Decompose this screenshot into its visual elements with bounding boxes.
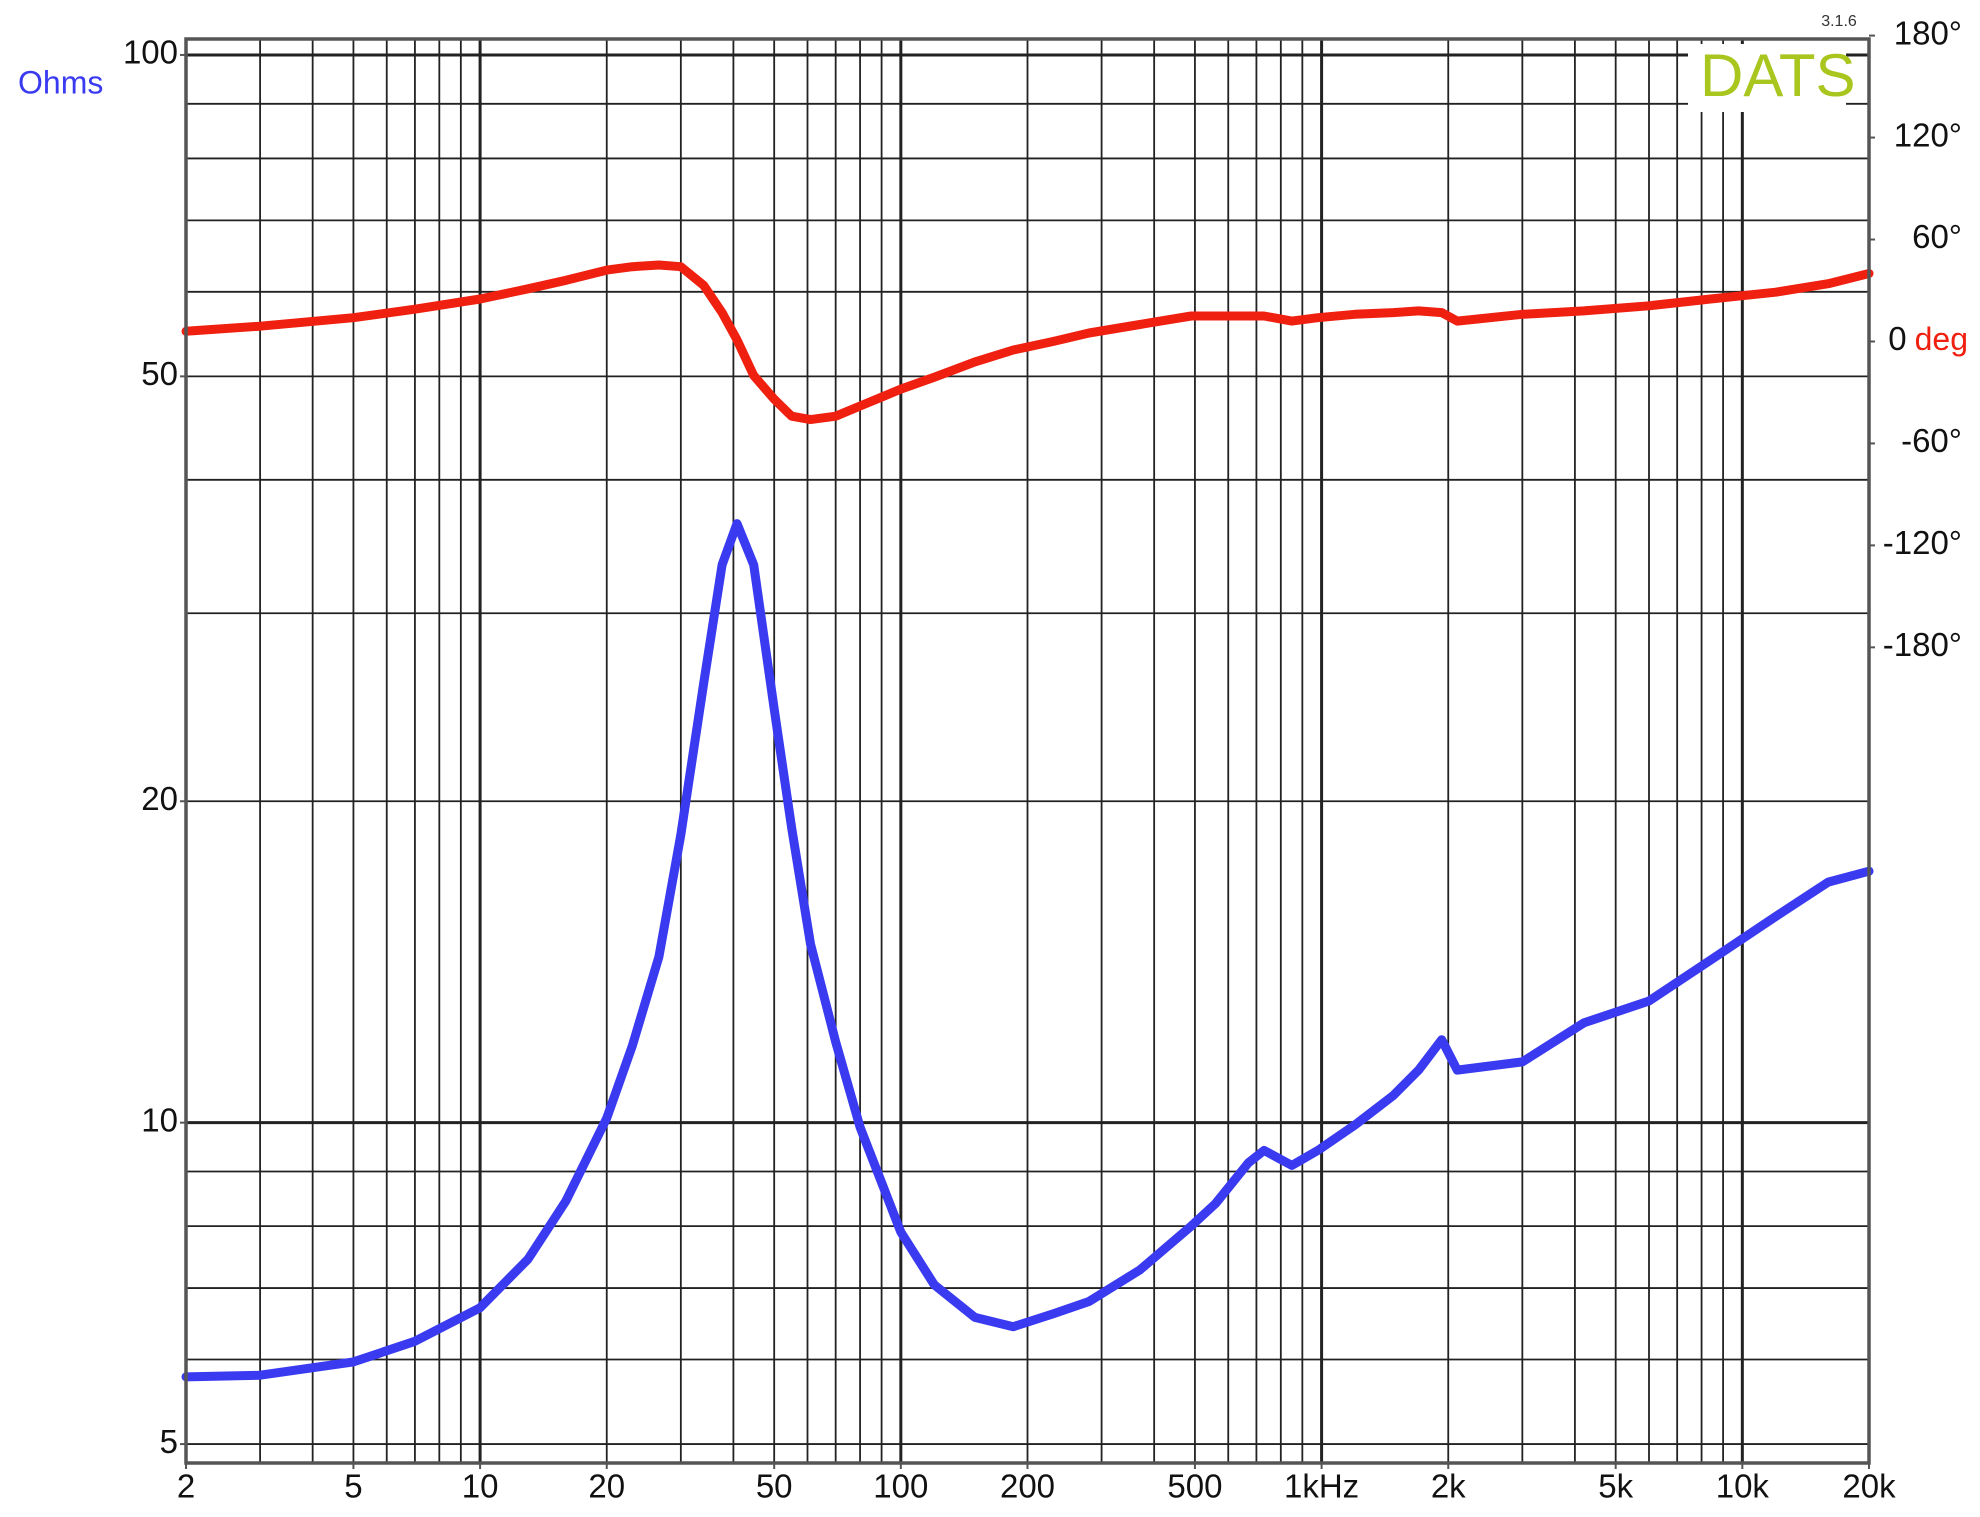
grid [185,39,1870,1463]
y2-axis-label: deg [1915,321,1968,357]
y-tick-label: 20 [141,780,178,817]
x-tick-label: 100 [873,1468,928,1505]
y-tick-label: 5 [160,1423,178,1460]
y-tick-label: 10 [141,1101,178,1138]
y2-tick-label: 0 [1888,320,1906,357]
y2-tick-label: 120° [1894,116,1962,153]
x-tick-label: 500 [1167,1468,1222,1505]
y2-tick-label: 60° [1912,218,1962,255]
series-line [181,519,1874,1382]
curves [181,260,1874,1382]
x-tick-label: 2 [177,1468,195,1505]
y2-tick-label: -60° [1901,422,1962,459]
series-line [181,260,1874,425]
x-tick-label: 10 [462,1468,499,1505]
x-tick-label: 20 [588,1468,625,1505]
x-tick-label: 1kHz [1284,1468,1359,1505]
x-tick-label: 20k [1842,1468,1896,1505]
x-tick-label: 50 [756,1468,793,1505]
x-tick-label: 10k [1716,1468,1770,1505]
y-axis-label: Ohms [18,64,103,100]
y2-tick-label: 180° [1894,14,1962,51]
logo: DATS [1700,42,1856,109]
y2-tick-label: -120° [1883,524,1962,561]
y2-tick-label: -180° [1883,626,1962,663]
y-tick-label: 100 [123,34,178,71]
version: 3.1.6 [1821,13,1857,30]
x-tick-label: 5k [1598,1468,1633,1505]
logo-background [1688,44,1846,112]
y-tick-label: 50 [141,355,178,392]
x-tick-label: 200 [1000,1468,1055,1505]
x-tick-label: 2k [1431,1468,1466,1505]
x-tick-label: 5 [344,1468,362,1505]
